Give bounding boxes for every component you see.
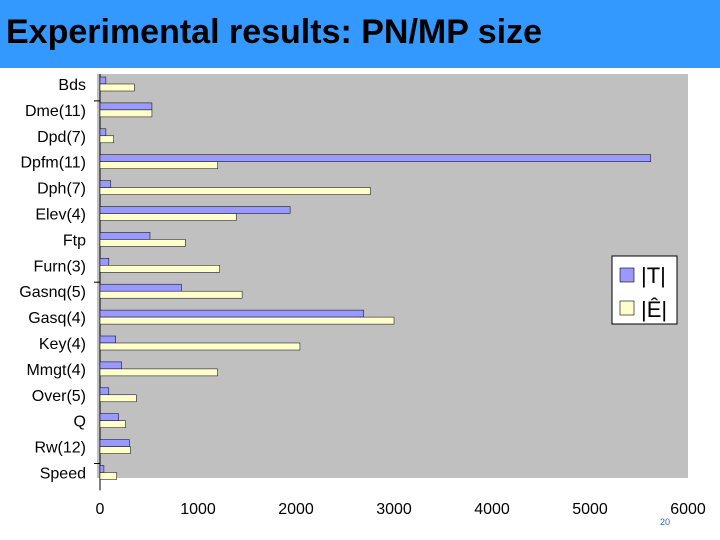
page-number: 20	[660, 517, 671, 527]
x-tick-label: 4000	[474, 501, 510, 518]
bar-t	[99, 361, 122, 370]
bar-t	[99, 258, 110, 266]
bar-e	[99, 109, 153, 118]
category-label: Dpfm(11)	[21, 155, 87, 172]
category-label: Over(5)	[32, 388, 86, 405]
legend-label-t: |T|	[641, 263, 666, 288]
bar-e	[99, 394, 137, 403]
legend-label-e: |Ê|	[641, 297, 667, 322]
legend-swatch-e	[619, 300, 635, 316]
bar-e	[99, 420, 126, 428]
x-tick-label: 2000	[278, 501, 314, 518]
bar-e	[99, 213, 237, 221]
bar-t	[99, 465, 105, 473]
bar-e	[99, 342, 301, 351]
x-tick-label: 0	[96, 501, 105, 518]
bar-series	[99, 76, 652, 480]
category-label: Dph(7)	[37, 181, 86, 198]
bar-t	[99, 154, 652, 162]
bar-e	[99, 265, 220, 273]
x-tick-label: 6000	[670, 501, 706, 518]
x-tick-label: 1000	[180, 501, 216, 518]
bar-chart: Bds Dme(11) Dpd(7) Dpfm(11) Dph(7) Elev(4) Ftp…	[19, 74, 706, 518]
bar-t	[99, 128, 107, 137]
x-tick-label: 5000	[572, 501, 608, 518]
title-bar: Experimental results: PN/MP size	[0, 0, 720, 68]
bar-e	[99, 83, 135, 92]
category-label: Gasq(4)	[28, 310, 86, 327]
bar-e	[99, 368, 218, 377]
category-label: Mmgt(4)	[26, 362, 86, 379]
plot-area	[97, 74, 688, 478]
bar-t	[99, 76, 107, 85]
category-label: Rw(12)	[34, 440, 86, 457]
category-label: Bds	[58, 77, 86, 94]
bar-t	[99, 309, 364, 318]
bar-t	[99, 283, 182, 292]
legend: |T| |Ê|	[611, 255, 678, 325]
category-label: Speed	[40, 466, 86, 483]
x-tick-labels: 0 1000 2000 3000 4000 5000 6000	[96, 501, 706, 518]
category-label: Dme(11)	[25, 103, 86, 120]
x-tick-label: 3000	[376, 501, 412, 518]
category-labels: Bds Dme(11) Dpd(7) Dpfm(11) Dph(7) Elev(4) Ftp…	[19, 77, 86, 483]
category-label: Furn(3)	[34, 258, 86, 275]
bar-t	[99, 102, 153, 111]
bar-t	[99, 335, 116, 344]
bar-t	[99, 232, 151, 240]
bar-t	[99, 180, 112, 188]
category-label: Dpd(7)	[37, 129, 86, 146]
bar-e	[99, 316, 395, 325]
category-label: Key(4)	[39, 336, 86, 353]
bar-t	[99, 387, 110, 396]
category-label: Gasnq(5)	[19, 284, 86, 301]
bar-e	[99, 239, 186, 247]
bar-e	[99, 472, 117, 480]
bar-t	[99, 413, 119, 421]
category-label: Elev(4)	[35, 207, 86, 224]
bar-e	[99, 161, 218, 169]
bar-e	[99, 187, 371, 195]
category-label: Ftp	[63, 232, 86, 249]
bar-t	[99, 439, 130, 447]
category-label: Q	[74, 414, 86, 431]
bar-t	[99, 206, 291, 214]
legend-swatch-t	[619, 267, 635, 283]
bar-e	[99, 290, 243, 299]
bar-e	[99, 446, 131, 454]
bar-e	[99, 135, 114, 144]
slide-title: Experimental results: PN/MP size	[6, 13, 543, 51]
